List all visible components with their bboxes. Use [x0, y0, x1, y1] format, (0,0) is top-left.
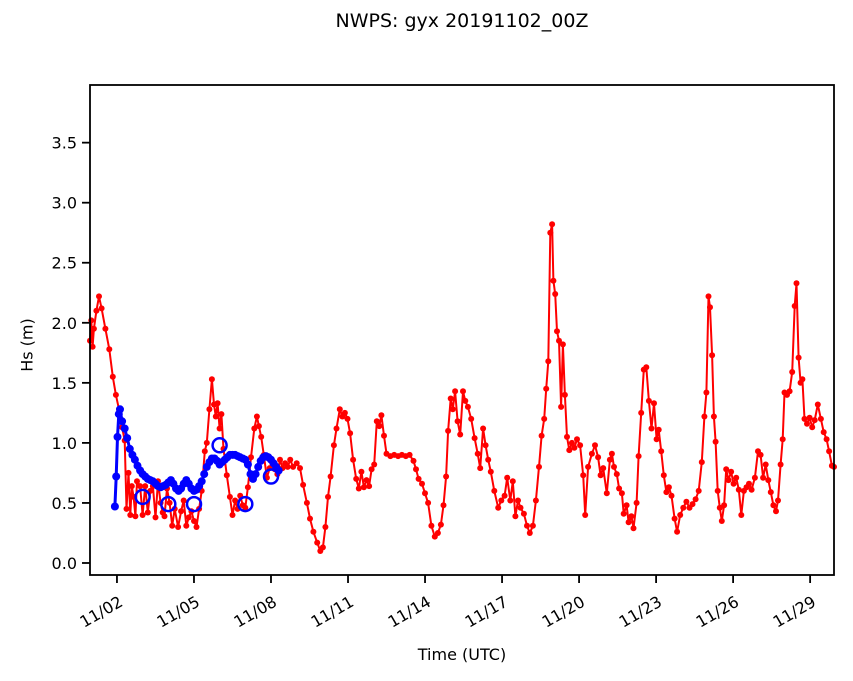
axes-frame [89, 84, 835, 576]
y-tick-label: 3.0 [52, 194, 77, 213]
x-tick-label: 11/14 [385, 592, 434, 632]
x-tick-label: 11/02 [77, 592, 126, 632]
series-red-line [87, 221, 837, 554]
y-tick-label: 0.0 [52, 554, 77, 573]
y-tick-label: 2.5 [52, 254, 77, 273]
x-tick-label: 11/29 [770, 592, 819, 632]
x-tick-label: 11/20 [539, 592, 588, 632]
x-tick-label: 11/17 [462, 592, 511, 632]
x-tick-label: 11/11 [308, 592, 357, 632]
y-tick-label: 0.5 [52, 494, 77, 513]
y-tick-label: 3.5 [52, 134, 77, 153]
x-tick-label: 11/05 [154, 592, 203, 632]
x-axis-ticks: 11/02 11/05 11/08 11/11 11/14 11/17 11/20 11/23… [77, 575, 819, 632]
y-tick-label: 1.5 [52, 374, 77, 393]
series-blue-open-circles [134, 437, 280, 513]
x-axis-label: Time (UTC) [417, 645, 507, 664]
y-tick-label: 2.0 [52, 314, 77, 333]
series-blue-line [110, 405, 283, 511]
y-axis-ticks: 0.0 0.5 1.0 1.5 2.0 2.5 3.0 3.5 [52, 134, 90, 573]
y-tick-label: 1.0 [52, 434, 77, 453]
x-tick-label: 11/08 [231, 592, 280, 632]
chart-title: NWPS: gyx 20191102_00Z [335, 10, 589, 32]
x-tick-label: 11/23 [616, 592, 665, 632]
x-tick-label: 11/26 [693, 592, 742, 632]
